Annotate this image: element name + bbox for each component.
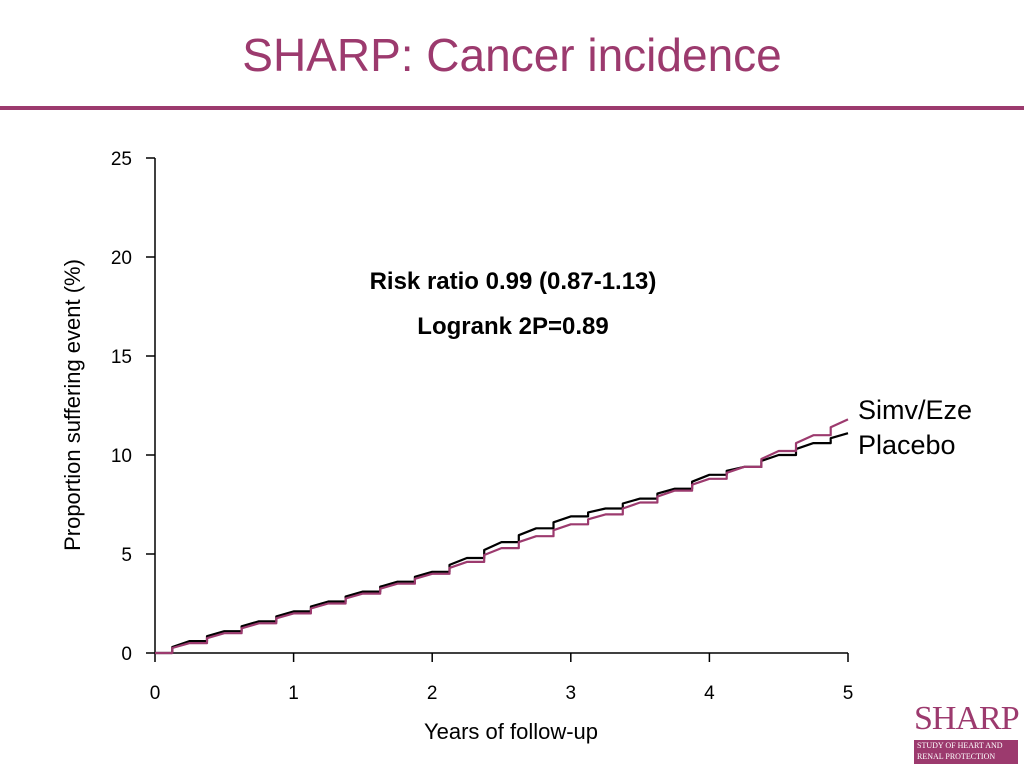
logo-wordmark: SHARP bbox=[914, 700, 1020, 737]
y-tick-label: 20 bbox=[111, 248, 132, 269]
axes: 0 5 10 15 20 25 0 1 2 3 4 5 bbox=[111, 149, 853, 704]
x-tick-label: 0 bbox=[150, 683, 161, 704]
x-tick-label: 1 bbox=[288, 683, 299, 704]
x-tick-label: 2 bbox=[427, 683, 438, 704]
y-tick-label: 15 bbox=[111, 347, 132, 368]
logo-band: STUDY OF HEART AND RENAL PROTECTION bbox=[914, 740, 1018, 764]
series-label-simv-eze: Simv/Eze bbox=[858, 395, 972, 425]
series-layer bbox=[155, 418, 849, 655]
x-tick-label: 3 bbox=[566, 683, 577, 704]
y-axis-title: Proportion suffering event (%) bbox=[60, 259, 85, 551]
x-axis-title: Years of follow-up bbox=[424, 719, 598, 744]
y-tick-label: 5 bbox=[121, 545, 132, 566]
series-label-placebo: Placebo bbox=[858, 430, 956, 460]
y-tick-label: 0 bbox=[121, 644, 132, 665]
risk-ratio-annotation: Risk ratio 0.99 (0.87-1.13) bbox=[370, 268, 657, 295]
x-tick-label: 4 bbox=[704, 683, 715, 704]
series-line-simv-eze bbox=[155, 418, 849, 655]
logrank-annotation: Logrank 2P=0.89 bbox=[417, 313, 608, 340]
x-tick-label: 5 bbox=[843, 683, 854, 704]
title-divider bbox=[0, 106, 1024, 110]
y-tick-label: 25 bbox=[111, 149, 132, 170]
logo-line-1: STUDY OF HEART AND bbox=[917, 741, 1003, 750]
y-tick-label: 10 bbox=[111, 446, 132, 467]
logo-line-2: RENAL PROTECTION bbox=[917, 752, 996, 761]
sharp-logo: SHARP STUDY OF HEART AND RENAL PROTECTIO… bbox=[912, 700, 1020, 764]
slide-title: SHARP: Cancer incidence bbox=[242, 29, 782, 81]
